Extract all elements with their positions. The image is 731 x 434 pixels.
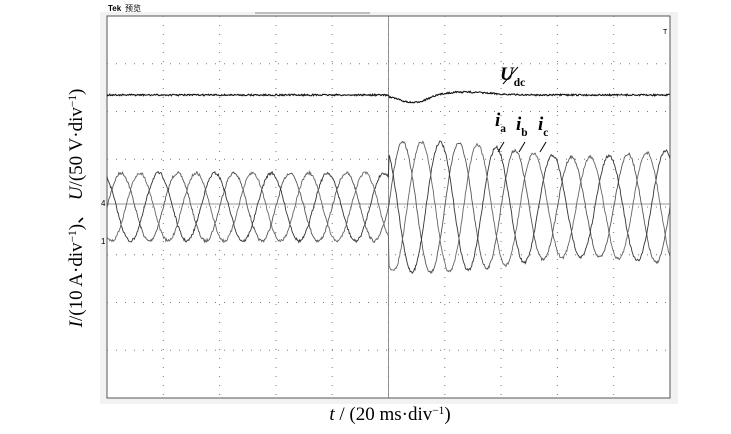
ib-label: ib (516, 114, 528, 139)
ib-leader (518, 141, 526, 153)
label-part: /(10 A·div (66, 242, 87, 321)
label-part: / (20 ms·div (335, 404, 433, 425)
label-part: )、 (66, 200, 87, 230)
ia-label: ia (495, 110, 506, 135)
trigger-marker: T (663, 29, 668, 36)
label-part: i (495, 110, 501, 131)
label-part: ) (66, 89, 87, 95)
udc-label: Udc (500, 64, 525, 89)
label-part: a (500, 123, 506, 135)
label-part: i (516, 114, 522, 135)
x-axis-label: t / (20 ms·div−1) (329, 404, 450, 425)
label-part: c (543, 127, 548, 139)
ic-leader (539, 141, 547, 153)
y-axis-label: I/(10 A·div−1)、 U/(50 V·div−1) (66, 89, 87, 329)
brand: Tek (108, 4, 122, 13)
label-part: −1 (67, 230, 79, 242)
label-part: i (538, 114, 544, 135)
label-part: −1 (432, 405, 444, 417)
udc-leader (502, 66, 519, 85)
label-part: t (329, 404, 335, 425)
label-part: b (521, 127, 527, 139)
current-trace (106, 140, 671, 273)
label-part: I (66, 319, 87, 328)
label-part: −1 (67, 95, 79, 107)
label-part: U (500, 64, 515, 85)
channel-1-marker: 1 (101, 237, 106, 246)
traces (106, 90, 671, 275)
label-part: U (66, 185, 87, 200)
voltage-trace (106, 90, 670, 104)
label-part: dc (514, 77, 525, 89)
ia-leader (497, 141, 505, 153)
ic-label: ic (538, 114, 548, 139)
mode: 预览 (125, 3, 141, 13)
label-part: ) (444, 404, 450, 425)
current-trace (106, 140, 671, 275)
label-part: /(50 V·div (66, 107, 87, 187)
current-trace (106, 140, 671, 275)
channel-4-marker: 4 (101, 199, 106, 208)
